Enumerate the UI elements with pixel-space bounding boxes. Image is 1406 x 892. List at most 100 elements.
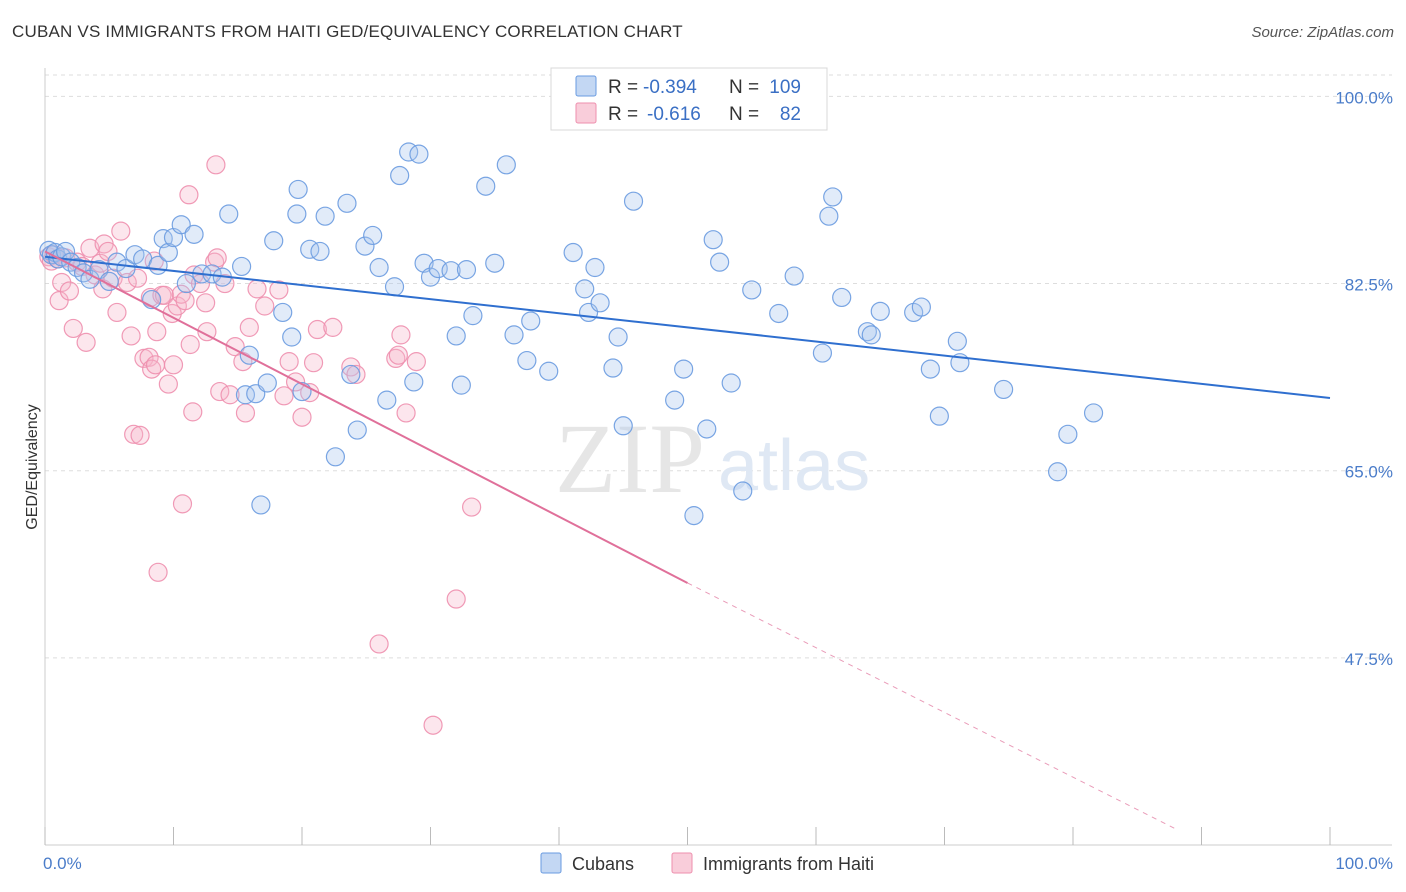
cuban-point [812, 343, 833, 363]
haiti-point [369, 634, 389, 654]
haiti-point [292, 407, 312, 427]
haiti-point [247, 279, 267, 299]
haiti-point [111, 221, 131, 241]
haiti-point [220, 385, 240, 405]
cuban-point [404, 372, 424, 392]
haiti-point [274, 386, 294, 406]
cuban-point [613, 416, 633, 436]
legend-haiti-swatch [575, 102, 597, 124]
cuban-point [823, 187, 843, 207]
cuban-point [819, 206, 839, 226]
cuban-point [920, 359, 940, 379]
cuban-point [684, 506, 704, 526]
cuban-point [563, 242, 583, 263]
cuban-point [575, 279, 595, 299]
haiti-point [206, 155, 226, 175]
haiti-point [323, 317, 343, 337]
haiti-point [107, 302, 127, 323]
cuban-point [369, 257, 389, 278]
cuban-point [504, 325, 524, 345]
haiti-point [145, 355, 166, 375]
haiti-point [154, 285, 175, 305]
legend-haiti-r: -0.616 [647, 104, 701, 125]
axes [44, 68, 1392, 846]
cuban-point [697, 419, 717, 439]
y-tick-label: 65.0% [1345, 463, 1393, 482]
haiti-point [124, 424, 144, 444]
cuban-point [733, 481, 753, 501]
watermark-atlas: atlas [718, 426, 870, 506]
cuban-point [703, 230, 723, 250]
cuban-point [674, 359, 694, 379]
cuban-point [355, 236, 375, 256]
y-tick-label: 47.5% [1345, 650, 1393, 669]
cuban-point [347, 420, 367, 440]
y-tick-labels: 47.5% 65.0% 82.5% 100.0% [1335, 88, 1393, 668]
chart-title: CUBAN VS IMMIGRANTS FROM HAITI GED/EQUIV… [12, 22, 683, 41]
y-tick-label: 82.5% [1345, 276, 1393, 295]
legend-haiti-n: 82 [780, 104, 801, 125]
haiti-point [391, 325, 411, 345]
cuban-point [235, 385, 256, 405]
cuban-point [590, 293, 610, 313]
haiti-point [207, 248, 227, 268]
cuban-point [158, 242, 178, 263]
haiti-point [63, 318, 83, 339]
bottom-legend-haiti-swatch [671, 852, 693, 874]
cuban-point [315, 206, 335, 226]
cuban-point [446, 326, 466, 346]
cuban-point [710, 252, 730, 272]
haiti-point [269, 280, 289, 300]
legend-cubans-n-label: N = [729, 77, 759, 98]
haiti-point [180, 334, 200, 355]
cuban-point [282, 327, 302, 347]
cuban-point [287, 204, 307, 224]
cuban-point [377, 390, 397, 410]
cubans-trend-line [44, 255, 1331, 399]
cuban-point [608, 327, 628, 347]
haiti-point [148, 562, 168, 582]
haiti-point [346, 364, 366, 385]
legend-frame [550, 67, 828, 131]
haiti-point [307, 319, 328, 340]
x-tick-labels: 0.0% 100.0% [43, 854, 1393, 873]
cuban-point [463, 306, 483, 326]
haiti-point [76, 332, 96, 352]
bottom-legend-haiti-label: Immigrants from Haiti [703, 854, 874, 874]
cuban-point [257, 373, 277, 393]
cuban-point [251, 495, 271, 515]
cuban-point [929, 406, 949, 426]
legend-haiti-r-label: R = [608, 104, 638, 125]
cuban-point [219, 204, 239, 224]
cuban-point [496, 155, 516, 175]
cuban-point [1083, 403, 1104, 423]
cuban-point [603, 358, 623, 378]
cuban-point [485, 253, 505, 273]
haiti-point [158, 374, 178, 394]
cuban-point [911, 297, 931, 317]
haiti-point [121, 326, 141, 346]
cuban-point [769, 303, 789, 324]
cuban-point [116, 258, 136, 279]
cuban-point [325, 447, 346, 467]
cuban-point [55, 241, 76, 262]
cuban-point [742, 280, 762, 300]
cuban-point [384, 277, 405, 297]
cuban-point [1058, 424, 1078, 444]
cuban-point [539, 361, 559, 381]
cuban-point [585, 257, 605, 278]
legend-cubans-swatch [575, 75, 597, 97]
haiti-point [163, 355, 184, 375]
haiti-point [172, 494, 193, 514]
cuban-point [310, 241, 330, 262]
watermark: ZIP atlas [555, 403, 870, 514]
haiti-point [396, 403, 416, 423]
y-axis-label: GED/Equivalency [24, 404, 41, 529]
haiti-trend-extension [687, 582, 1177, 830]
haiti-points [39, 155, 482, 735]
haiti-point [147, 322, 167, 342]
cuban-point [239, 345, 259, 365]
cuban-point [232, 256, 252, 277]
haiti-point [388, 345, 408, 365]
